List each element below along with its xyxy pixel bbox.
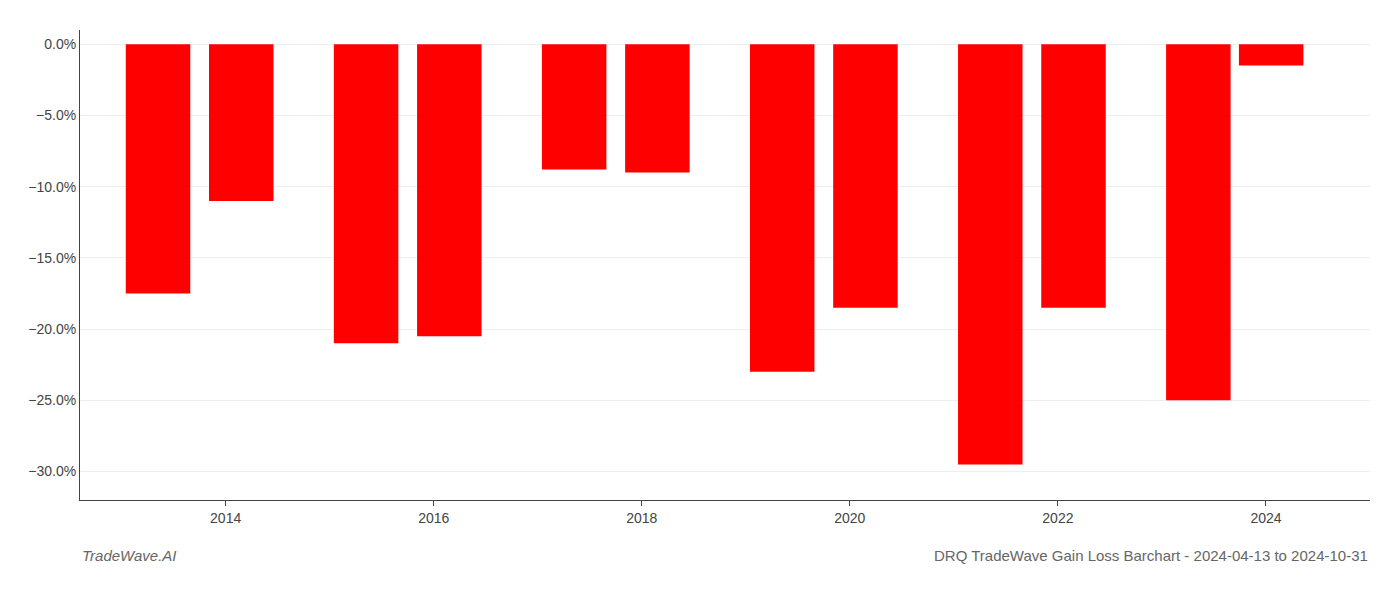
svg-text:−10.0%: −10.0%	[28, 179, 76, 195]
svg-text:−30.0%: −30.0%	[28, 463, 76, 479]
svg-text:−5.0%: −5.0%	[36, 107, 76, 123]
svg-text:DRQ TradeWave Gain Loss Barcha: DRQ TradeWave Gain Loss Barchart - 2024-…	[934, 547, 1368, 564]
svg-text:TradeWave.AI: TradeWave.AI	[82, 547, 176, 564]
svg-text:−15.0%: −15.0%	[28, 250, 76, 266]
svg-text:0.0%: 0.0%	[44, 36, 76, 52]
svg-text:2020: 2020	[834, 510, 865, 526]
svg-text:−25.0%: −25.0%	[28, 392, 76, 408]
svg-text:2024: 2024	[1250, 510, 1281, 526]
svg-text:−20.0%: −20.0%	[28, 321, 76, 337]
svg-text:2016: 2016	[418, 510, 449, 526]
svg-text:2022: 2022	[1042, 510, 1073, 526]
svg-text:2014: 2014	[210, 510, 241, 526]
svg-text:2018: 2018	[626, 510, 657, 526]
